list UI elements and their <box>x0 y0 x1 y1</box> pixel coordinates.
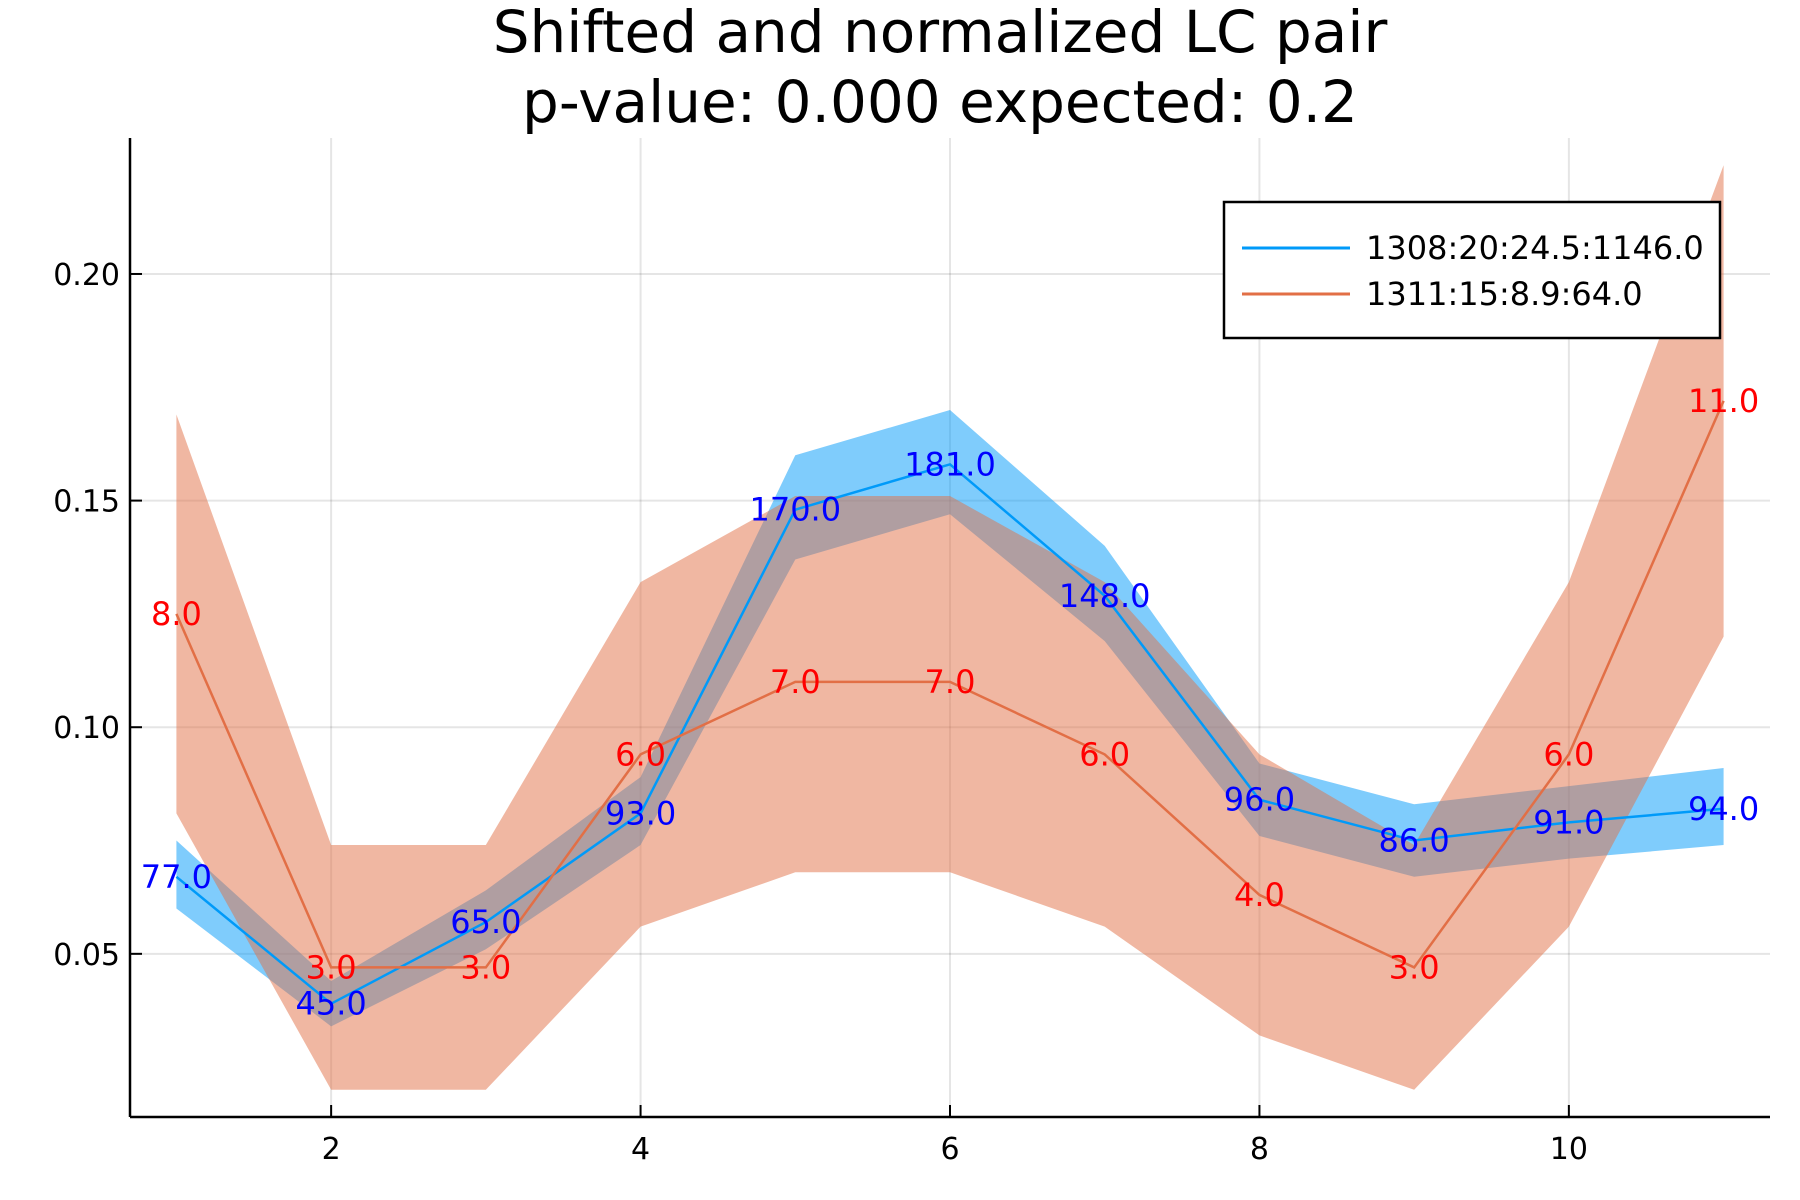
legend-box <box>1222 200 1722 340</box>
data-label: 4.0 <box>1234 876 1285 914</box>
data-label: 170.0 <box>749 491 841 529</box>
data-label: 3.0 <box>460 948 511 986</box>
data-label: 45.0 <box>296 985 367 1023</box>
data-label: 7.0 <box>770 663 821 701</box>
data-label: 11.0 <box>1688 382 1759 420</box>
x-tick-label: 2 <box>322 1132 341 1167</box>
y-tick-label: 0.20 <box>53 258 120 293</box>
series-band-2 <box>176 165 1724 1090</box>
x-tick-label: 6 <box>940 1132 959 1167</box>
chart-subtitle: p-value: 0.000 expected: 0.2 <box>522 68 1358 136</box>
data-label: 3.0 <box>1389 948 1440 986</box>
chart-title: Shifted and normalized LC pair <box>493 0 1388 66</box>
data-label: 8.0 <box>151 595 202 633</box>
data-label: 181.0 <box>904 445 996 483</box>
data-label: 94.0 <box>1688 790 1759 828</box>
legend-label: 1311:15:8.9:64.0 <box>1366 275 1643 313</box>
data-label: 7.0 <box>925 663 976 701</box>
series-line-1 <box>175 462 1724 1006</box>
data-labels: 77.0 45.0 65.0 93.0 170.0 181.0 148.0 96.0 86.0 9… <box>141 382 1759 1023</box>
x-tick-label: 4 <box>631 1132 650 1167</box>
data-label: 91.0 <box>1533 803 1604 841</box>
x-tick-label: 8 <box>1250 1132 1269 1167</box>
y-tick-label: 0.15 <box>53 485 120 520</box>
legend: 1308:20:24.5:1146.0 1311:15:8.9:64.0 <box>1222 200 1722 340</box>
y-tick-label: 0.10 <box>53 711 120 746</box>
data-label: 77.0 <box>141 858 212 896</box>
x-tick-label: 10 <box>1550 1132 1588 1167</box>
data-label: 93.0 <box>605 794 676 832</box>
axes: 2 4 6 8 10 0.05 0.10 0.15 0.20 <box>53 138 1770 1167</box>
data-label: 65.0 <box>450 903 521 941</box>
series-lines <box>175 400 1725 1006</box>
legend-label: 1308:20:24.5:1146.0 <box>1366 229 1704 267</box>
series-line-2 <box>175 400 1725 970</box>
data-label: 3.0 <box>306 948 357 986</box>
data-label: 148.0 <box>1059 577 1151 615</box>
data-label: 96.0 <box>1224 781 1295 819</box>
data-label: 86.0 <box>1379 822 1450 860</box>
data-label: 6.0 <box>1543 735 1594 773</box>
uncertainty-bands <box>176 165 1724 1090</box>
data-label: 6.0 <box>1079 735 1130 773</box>
y-tick-label: 0.05 <box>53 938 120 973</box>
data-label: 6.0 <box>615 735 666 773</box>
